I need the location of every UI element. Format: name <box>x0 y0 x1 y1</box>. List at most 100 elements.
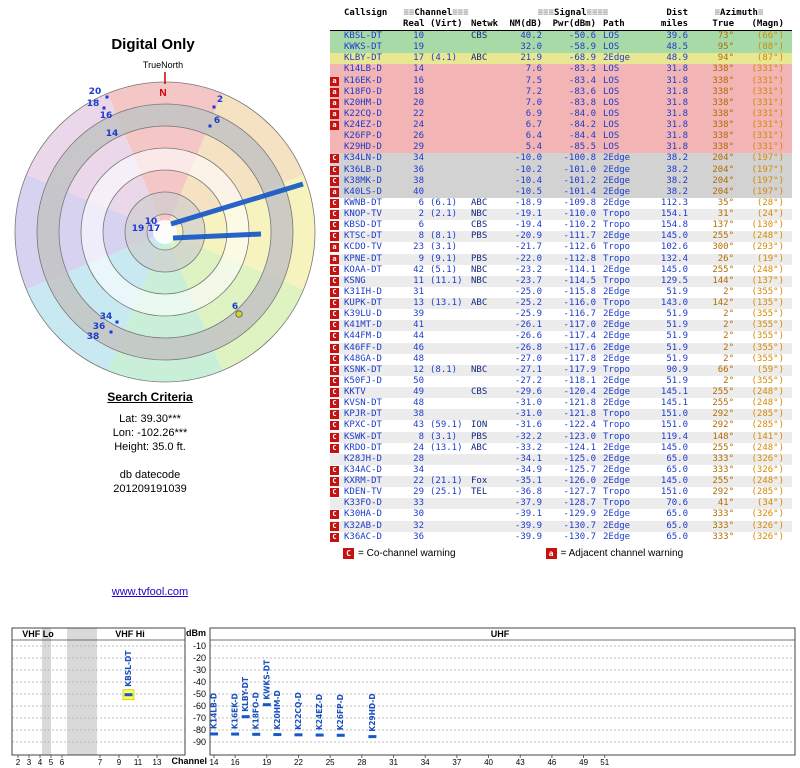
magnetic-azimuth-cell: (19°) <box>756 253 784 264</box>
co-channel-warning-icon: C <box>330 332 339 342</box>
col-signal-group: ≡≡≡Signal≡≡≡≡ <box>537 8 609 18</box>
magnetic-azimuth-cell: (355°) <box>751 375 784 386</box>
network-cell <box>469 131 505 142</box>
path-cell: LOS <box>603 64 620 75</box>
table-row: C K36LB-D 36 -10.2 -101.0 2Edge 38.2 204° (197°) <box>330 164 792 176</box>
real-channel-cell: 46 <box>413 342 424 353</box>
table-row: a K24EZ-D 24 6.7 -84.2 LOS 31.8 338° (331°) <box>330 120 792 132</box>
power-cell: -112.8 <box>563 253 596 264</box>
network-cell <box>469 120 505 131</box>
distance-cell: 38.2 <box>666 164 688 175</box>
co-channel-warning-icon: C <box>330 388 339 397</box>
co-channel-warning-icon: C <box>330 399 339 409</box>
signal-marker <box>368 735 377 739</box>
magnetic-azimuth-cell: (355°) <box>751 331 784 342</box>
true-azimuth-cell: 66° <box>717 364 734 375</box>
true-azimuth-cell: 204° <box>712 164 734 175</box>
warning-cell: a <box>330 187 343 198</box>
magnetic-azimuth-cell: (331°) <box>751 64 784 75</box>
noise-margin-cell: 7.2 <box>525 86 542 97</box>
callsign-cell: K34AC-D <box>344 464 382 475</box>
adjacent-channel-warning-icon: a <box>330 87 339 97</box>
table-row: C KRDO-DT 24 (13.1) ABC -33.2 -124.1 2Edge 145.0… <box>330 442 792 454</box>
noise-margin-cell: 7.5 <box>525 75 542 86</box>
signal-marker <box>273 733 282 737</box>
real-channel-cell: 23 <box>413 242 424 253</box>
signal-marker <box>262 703 271 707</box>
distance-cell: 48.5 <box>666 42 688 53</box>
virtual-channel-cell <box>427 120 469 131</box>
channel-axis-label: Channel <box>171 756 207 766</box>
distance-cell: 31.8 <box>666 97 688 108</box>
virtual-channel-cell: (9.1) <box>430 253 458 264</box>
real-channel-cell: 6 <box>418 197 424 208</box>
network-cell <box>469 76 505 87</box>
dbm-tick-label: -20 <box>193 653 206 663</box>
co-channel-warning-icon: C <box>330 421 339 431</box>
distance-cell: 129.5 <box>660 275 688 286</box>
warning-cell: C <box>330 309 343 320</box>
true-azimuth-cell: 333° <box>712 453 734 464</box>
network-cell <box>469 87 505 98</box>
network-cell <box>469 509 505 520</box>
warning-cell: C <box>330 365 343 376</box>
true-azimuth-cell: 300° <box>712 242 734 253</box>
noise-margin-cell: -10.2 <box>514 164 542 175</box>
virtual-channel-cell <box>427 521 469 532</box>
noise-margin-cell: -25.2 <box>514 298 542 308</box>
virtual-channel-cell <box>427 176 469 187</box>
real-channel-cell: 11 <box>413 275 424 286</box>
network-cell: NBC <box>471 209 488 219</box>
co-channel-warning-icon: C <box>330 365 339 375</box>
dbm-tick-label: -60 <box>193 701 206 711</box>
co-channel-legend: C = Co-channel warning <box>343 548 456 559</box>
col-virt: (Virt) <box>430 19 463 29</box>
callsign-cell: K36LB-D <box>344 164 382 175</box>
signal-marker <box>252 732 261 736</box>
signal-marker <box>315 733 324 737</box>
signal-bearing-line <box>172 231 262 241</box>
marker-callsign-label: K29HD-D <box>368 693 377 731</box>
table-row: C KSNG 11 (11.1) NBC -23.7 -114.5 Tropo 129.5 144… <box>330 275 792 287</box>
virtual-channel-cell <box>427 376 469 387</box>
power-cell: -84.2 <box>568 120 596 130</box>
warning-cell: C <box>330 209 343 220</box>
magnetic-azimuth-cell: (248°) <box>751 476 784 486</box>
power-cell: -110.0 <box>563 209 596 219</box>
co-channel-warning-icon: C <box>330 477 339 486</box>
network-cell <box>469 98 505 109</box>
true-azimuth-cell: 338° <box>712 75 734 86</box>
distance-cell: 51.9 <box>666 342 688 353</box>
distance-cell: 31.8 <box>666 142 688 153</box>
path-cell: 2Edge <box>603 509 631 520</box>
true-azimuth-cell: 333° <box>712 531 734 542</box>
radar-channel-label: 38 <box>87 332 100 342</box>
network-cell <box>469 354 505 365</box>
table-header-row-1: Callsign ≡≡Channel≡≡≡ ≡≡≡Signal≡≡≡≡ Dist… <box>330 8 792 19</box>
radar-white-ring <box>81 148 249 316</box>
channel-tick-label: 25 <box>326 758 335 767</box>
signal-marker <box>241 715 250 719</box>
noise-margin-cell: 21.9 <box>520 53 542 64</box>
virtual-channel-cell: (59.1) <box>430 420 463 431</box>
tvfool-link[interactable]: www.tvfool.com <box>111 586 189 598</box>
noise-margin-cell: -31.6 <box>514 420 542 431</box>
path-cell: LOS <box>603 31 620 41</box>
virtual-channel-cell: (3.1) <box>430 431 458 442</box>
power-cell: -84.4 <box>568 131 596 142</box>
signal-bearing-line <box>170 181 304 227</box>
warning-cell: a <box>330 120 343 131</box>
table-row: K33FO-D 33 -37.9 -128.7 Tropo 70.6 41° (34°) <box>330 498 792 510</box>
table-row: C KTSC-DT 8 (8.1) PBS -20.9 -111.7 2Edge 145.0 25… <box>330 231 792 243</box>
co-channel-warning-icon: C <box>330 176 339 186</box>
real-channel-cell: 29 <box>413 487 424 498</box>
network-cell <box>469 309 505 320</box>
magnetic-azimuth-cell: (326°) <box>751 531 784 542</box>
path-cell: Tropo <box>603 431 631 442</box>
noise-margin-cell: -31.0 <box>514 409 542 420</box>
co-channel-warning-icon: C <box>330 465 339 475</box>
network-cell <box>469 409 505 420</box>
warning-cell: C <box>330 409 343 420</box>
magnetic-azimuth-cell: (137°) <box>751 275 784 286</box>
